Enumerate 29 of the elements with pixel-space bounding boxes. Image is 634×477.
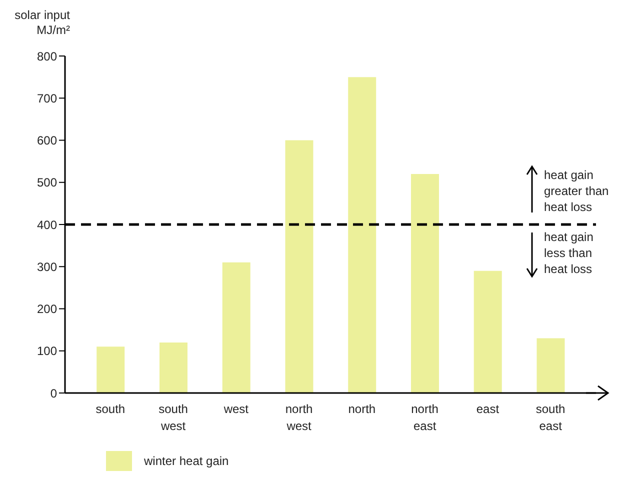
x-tick-label: south west	[158, 402, 188, 433]
bar	[536, 338, 565, 393]
y-tick-label: 100	[36, 344, 58, 358]
y-tick-label: 400	[36, 218, 58, 232]
x-tick-label: north east	[411, 402, 438, 433]
y-tick-label: 200	[36, 302, 58, 316]
bar	[285, 140, 314, 393]
x-tick-label: south east	[536, 402, 566, 433]
legend-label: winter heat gain	[143, 453, 229, 470]
bar	[348, 77, 376, 393]
x-tick-label: north	[348, 402, 376, 416]
y-tick-label: 600	[36, 134, 58, 148]
y-tick-label: 0	[50, 386, 58, 400]
annotation: heat gain greater than heat loss	[544, 166, 610, 214]
bar	[96, 346, 125, 393]
y-tick-label: 800	[36, 49, 58, 64]
bar	[159, 342, 188, 393]
y-tick-label: 500	[36, 176, 58, 190]
x-tick-label: west	[222, 402, 250, 416]
bar	[474, 270, 502, 393]
annotation: heat gain less than heat loss	[544, 228, 594, 276]
y-tick-label: 300	[36, 260, 58, 274]
bar	[410, 174, 439, 393]
y-axis-title: solar input MJ/m²	[14, 8, 70, 38]
bar	[222, 262, 250, 393]
x-tick-label: north west	[285, 402, 313, 433]
y-tick-label: 700	[36, 91, 58, 106]
x-tick-label: east	[476, 402, 500, 416]
x-tick-label: south	[96, 402, 126, 416]
